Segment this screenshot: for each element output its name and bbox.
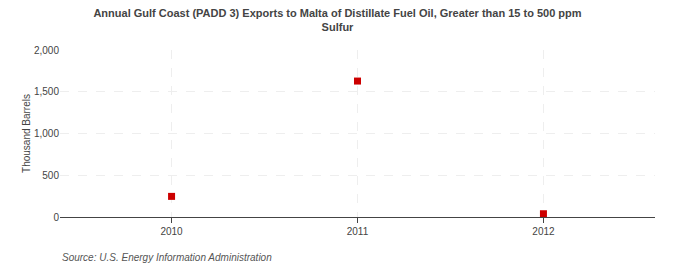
svg-text:1,000: 1,000	[34, 128, 59, 139]
svg-text:0: 0	[53, 212, 59, 223]
svg-text:2010: 2010	[160, 226, 183, 237]
svg-text:1,500: 1,500	[34, 86, 59, 97]
svg-text:2012: 2012	[532, 226, 555, 237]
svg-text:Annual Gulf Coast (PADD 3) Exp: Annual Gulf Coast (PADD 3) Exports to Ma…	[93, 7, 581, 33]
svg-text:500: 500	[42, 170, 59, 181]
svg-text:Source: U.S. Energy Informatio: Source: U.S. Energy Information Administ…	[62, 252, 272, 263]
svg-text:Thousand Barrels: Thousand Barrels	[21, 94, 32, 173]
svg-text:2,000: 2,000	[34, 45, 59, 56]
svg-text:2011: 2011	[347, 226, 369, 237]
